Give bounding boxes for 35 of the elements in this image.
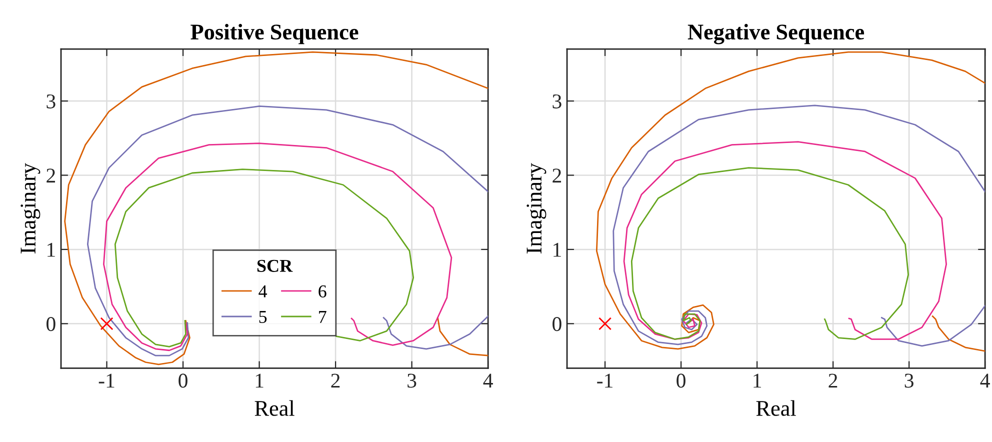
y-tick-label: 1 [554,242,561,257]
x-tick-label: 0 [178,374,188,388]
x-tick-label: -1 [98,374,114,388]
y-tick-label: 3 [46,94,56,108]
x-tick-label: 4 [980,374,990,388]
x-axis-title: Real [756,400,796,416]
y-tick-label: 2 [46,168,55,182]
legend-label: 4 [258,285,268,298]
y-tick-label: 1 [48,242,55,257]
x-tick-label: 1 [256,374,264,388]
x-axis-title: Real [254,400,294,416]
x-tick-label: 2 [331,374,340,388]
x-tick-label: 2 [828,374,838,388]
legend-label: 6 [318,285,326,298]
x-tick-label: 1 [754,374,761,388]
legend-label: 5 [259,310,267,323]
x-tick-label: 3 [408,374,416,388]
chart-title: Positive Sequence [190,24,358,44]
y-tick-label: 2 [552,168,562,182]
y-tick-label: 0 [46,317,56,332]
y-axis-title: Imaginary [20,163,40,254]
chart-title: Negative Sequence [688,24,864,44]
line-series [630,167,909,340]
legend-label: 7 [319,310,326,323]
y-tick-label: 3 [552,94,562,108]
line-series [114,168,414,348]
x-tick-label: 3 [904,374,914,388]
line-series [623,141,947,340]
y-tick-label: 0 [552,317,562,332]
legend-title: SCR [257,260,293,272]
x-tick-label: -1 [597,374,612,388]
x-tick-label: 0 [676,374,686,388]
x-tick-label: 4 [483,374,493,388]
line-series [103,142,452,352]
y-axis-title: Imaginary [526,163,546,254]
